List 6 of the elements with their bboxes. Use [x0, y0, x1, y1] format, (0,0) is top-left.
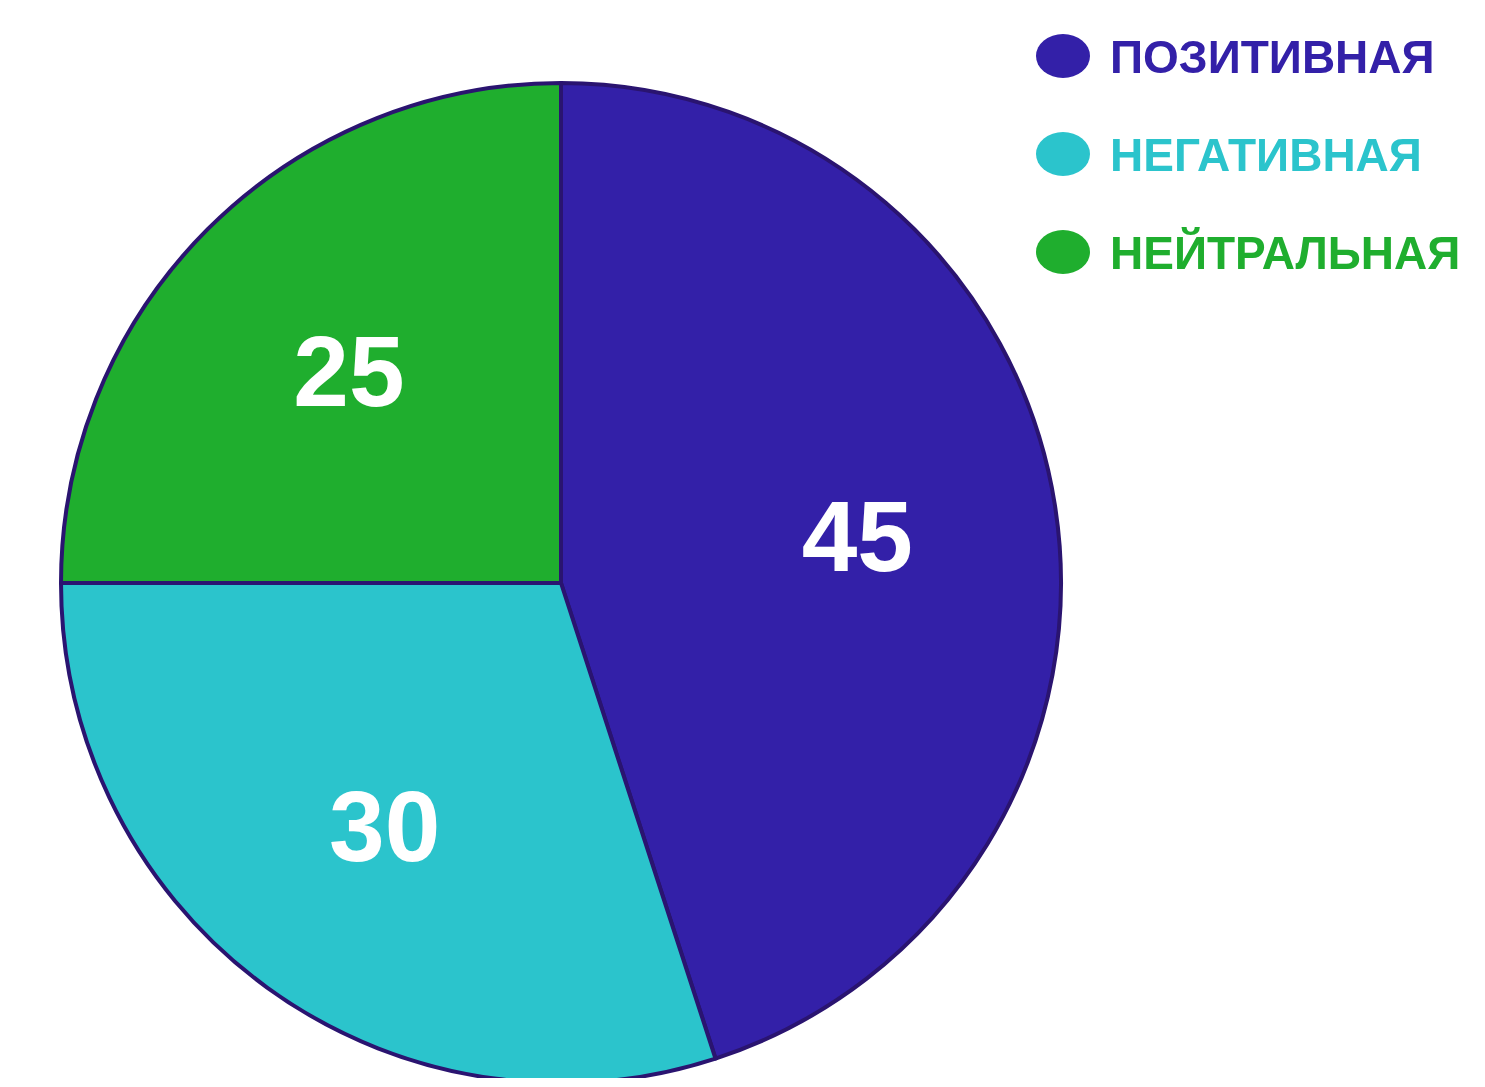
legend-label: НЕЙТРАЛЬНАЯ: [1110, 226, 1461, 279]
data-label: 30: [329, 769, 441, 882]
legend-label: НЕГАТИВНАЯ: [1110, 128, 1422, 181]
legend-label: ПОЗИТИВНАЯ: [1110, 30, 1435, 83]
data-label: 45: [801, 480, 913, 593]
data-label: 25: [293, 314, 405, 427]
